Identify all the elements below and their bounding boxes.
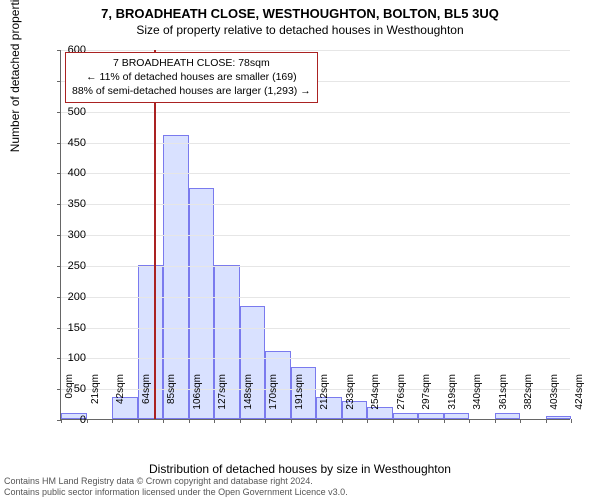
y-tick-label: 400 <box>46 167 86 179</box>
x-tick-label: 424sqm <box>574 374 585 424</box>
x-tick-mark <box>112 419 113 423</box>
x-tick-mark <box>163 419 164 423</box>
x-tick-label: 64sqm <box>141 374 152 424</box>
x-tick-label: 170sqm <box>268 374 279 424</box>
gridline-h <box>61 143 570 144</box>
x-tick-label: 0sqm <box>64 374 75 424</box>
x-tick-label: 148sqm <box>243 374 254 424</box>
x-tick-label: 233sqm <box>345 374 356 424</box>
x-axis-title: Distribution of detached houses by size … <box>0 462 600 476</box>
gridline-h <box>61 297 570 298</box>
y-tick-label: 450 <box>46 137 86 149</box>
y-tick-label: 150 <box>46 322 86 334</box>
gridline-h <box>61 50 570 51</box>
y-tick-label: 100 <box>46 352 86 364</box>
x-tick-mark <box>138 419 139 423</box>
x-tick-label: 340sqm <box>472 374 483 424</box>
x-tick-mark <box>265 419 266 423</box>
y-tick-label: 250 <box>46 260 86 272</box>
x-tick-mark <box>291 419 292 423</box>
x-tick-label: 42sqm <box>115 374 126 424</box>
gridline-h <box>61 235 570 236</box>
x-tick-mark <box>571 419 572 423</box>
x-tick-label: 361sqm <box>498 374 509 424</box>
y-tick-label: 200 <box>46 291 86 303</box>
x-tick-mark <box>316 419 317 423</box>
x-tick-mark <box>495 419 496 423</box>
y-axis-title: Number of detached properties <box>8 0 22 152</box>
footer-line-2: Contains public sector information licen… <box>4 487 596 498</box>
footer-attribution: Contains HM Land Registry data © Crown c… <box>4 476 596 498</box>
main-title: 7, BROADHEATH CLOSE, WESTHOUGHTON, BOLTO… <box>0 6 600 21</box>
gridline-h <box>61 112 570 113</box>
x-tick-label: 191sqm <box>294 374 305 424</box>
x-tick-mark <box>418 419 419 423</box>
gridline-h <box>61 389 570 390</box>
gridline-h <box>61 173 570 174</box>
x-tick-label: 212sqm <box>319 374 330 424</box>
x-tick-mark <box>393 419 394 423</box>
x-tick-mark <box>367 419 368 423</box>
x-tick-label: 319sqm <box>447 374 458 424</box>
info-line-1: 7 BROADHEATH CLOSE: 78sqm <box>72 56 311 70</box>
x-tick-label: 21sqm <box>90 374 101 424</box>
reference-marker-line <box>154 50 156 419</box>
chart-plot-area <box>60 50 570 420</box>
x-tick-mark <box>189 419 190 423</box>
x-tick-mark <box>342 419 343 423</box>
x-tick-label: 254sqm <box>370 374 381 424</box>
info-line-3: 88% of semi-detached houses are larger (… <box>72 84 311 98</box>
x-tick-mark <box>469 419 470 423</box>
x-tick-mark <box>444 419 445 423</box>
y-tick-label: 300 <box>46 229 86 241</box>
gridline-h <box>61 328 570 329</box>
x-tick-label: 297sqm <box>421 374 432 424</box>
x-tick-label: 382sqm <box>523 374 534 424</box>
sub-title: Size of property relative to detached ho… <box>0 23 600 37</box>
y-tick-label: 500 <box>46 106 86 118</box>
y-tick-label: 350 <box>46 198 86 210</box>
x-tick-mark <box>240 419 241 423</box>
gridline-h <box>61 204 570 205</box>
x-tick-label: 276sqm <box>396 374 407 424</box>
x-tick-label: 106sqm <box>192 374 203 424</box>
info-line-2: ← 11% of detached houses are smaller (16… <box>72 70 311 84</box>
info-annotation-box: 7 BROADHEATH CLOSE: 78sqm ← 11% of detac… <box>65 52 318 103</box>
gridline-h <box>61 266 570 267</box>
title-block: 7, BROADHEATH CLOSE, WESTHOUGHTON, BOLTO… <box>0 0 600 37</box>
x-tick-label: 403sqm <box>549 374 560 424</box>
x-tick-mark <box>87 419 88 423</box>
x-tick-label: 127sqm <box>217 374 228 424</box>
x-tick-mark <box>546 419 547 423</box>
x-tick-mark <box>214 419 215 423</box>
footer-line-1: Contains HM Land Registry data © Crown c… <box>4 476 596 487</box>
x-tick-mark <box>520 419 521 423</box>
x-tick-label: 85sqm <box>166 374 177 424</box>
gridline-h <box>61 358 570 359</box>
